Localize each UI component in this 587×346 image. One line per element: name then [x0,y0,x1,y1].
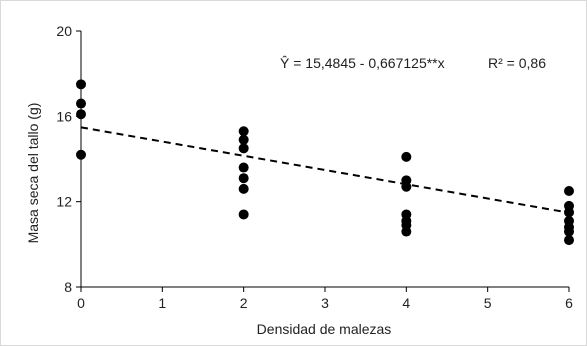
data-point [238,209,249,220]
x-tick-label: 3 [321,295,329,311]
data-point [76,109,86,120]
data-point [564,207,574,218]
data-point [401,181,412,192]
data-points [76,79,574,246]
y-tick-label: 8 [64,279,72,295]
data-point [238,173,249,184]
x-tick-label: 0 [77,295,85,311]
regression-trendline [80,126,570,214]
x-axis-title: Densidad de malezas [257,321,392,337]
y-tick-label: 16 [56,108,72,124]
data-point [401,226,412,237]
data-point [238,162,249,173]
x-tick-label: 2 [240,295,248,311]
x-tick-label: 5 [484,295,492,311]
x-tick-label: 6 [565,295,573,311]
y-tick-label: 12 [56,194,72,210]
x-tick-label: 4 [402,295,410,311]
trendline-group [80,126,570,214]
data-point [238,134,249,145]
regression-equation: Ŷ = 15,4845 - 0,667125**x [280,55,445,71]
data-point [76,149,86,160]
data-point [238,143,249,154]
data-point [564,226,574,237]
y-axis-title: Masa seca del tallo (g) [25,103,41,244]
data-point [238,183,249,194]
data-point [76,98,86,109]
x-tick-label: 1 [158,295,166,311]
r-squared-label: R² = 0,86 [488,55,546,71]
y-tick-label: 20 [56,23,72,39]
data-point [564,235,574,246]
data-point [564,186,574,196]
data-point [76,79,86,90]
data-point [401,151,412,162]
data-point [238,126,249,137]
